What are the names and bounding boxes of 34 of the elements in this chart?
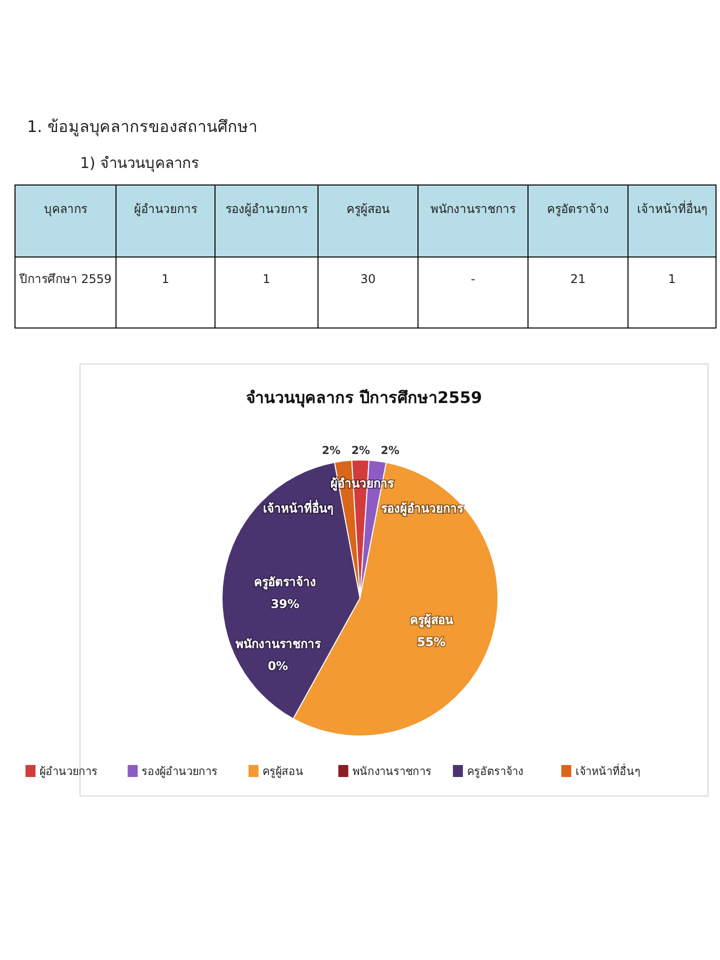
legend-label: พนักงานราชการ	[352, 765, 432, 778]
legend-label: ครูผู้สอน	[262, 765, 304, 778]
category-label: เจ้าหน้าที่อื่นๆ	[637, 202, 707, 216]
chart-title: จำนวนบุคลากร ปีการศึกษา2559	[246, 388, 482, 408]
category-label: พนักงานราชการ	[430, 202, 516, 216]
text: 21	[570, 272, 586, 286]
legend-label: ครูอัตราจ้าง	[466, 765, 523, 778]
text: 1	[668, 272, 676, 286]
legend-label: เจ้าหน้าที่อื่นๆ	[575, 763, 640, 778]
category-label: เจ้าหน้าที่อื่นๆ	[262, 501, 333, 516]
category-label: พนักงานราชการ	[235, 636, 320, 651]
category-label: รองผู้อำนวยการ	[381, 501, 464, 516]
text: 1. ข้อมูลบุคลากรของสถานศึกษา	[27, 117, 258, 137]
data-label: 2%	[322, 444, 341, 457]
text: บุคลากร	[44, 202, 88, 217]
legend-label: ผู้อำนวยการ	[40, 765, 98, 778]
data-label: 2%	[380, 444, 400, 457]
text: 1	[262, 272, 270, 286]
text: 30	[360, 272, 376, 286]
text: ปีการศึกษา 2559	[18, 272, 112, 286]
data-label: 55%	[416, 634, 446, 649]
text: -	[470, 272, 476, 286]
text: 1) จำนวนบุคลากร	[80, 154, 200, 173]
text: 0%	[268, 658, 288, 673]
slice-label: ครูอัตราจ้าง	[254, 574, 316, 590]
legend-label: รองผู้อำนวยการ	[142, 765, 218, 778]
category-label: รองผู้อำนวยการ	[226, 202, 308, 216]
text: 1	[162, 272, 170, 286]
category-label: ครูผู้สอน	[346, 202, 390, 216]
category-label: ผู้อำนวยการ	[134, 202, 197, 216]
slice-label: ครูผู้สอน	[410, 612, 454, 628]
data-label: 2%	[351, 444, 370, 457]
data-label: 39%	[270, 596, 300, 611]
category-label: ครูอัตราจ้าง	[547, 202, 609, 216]
